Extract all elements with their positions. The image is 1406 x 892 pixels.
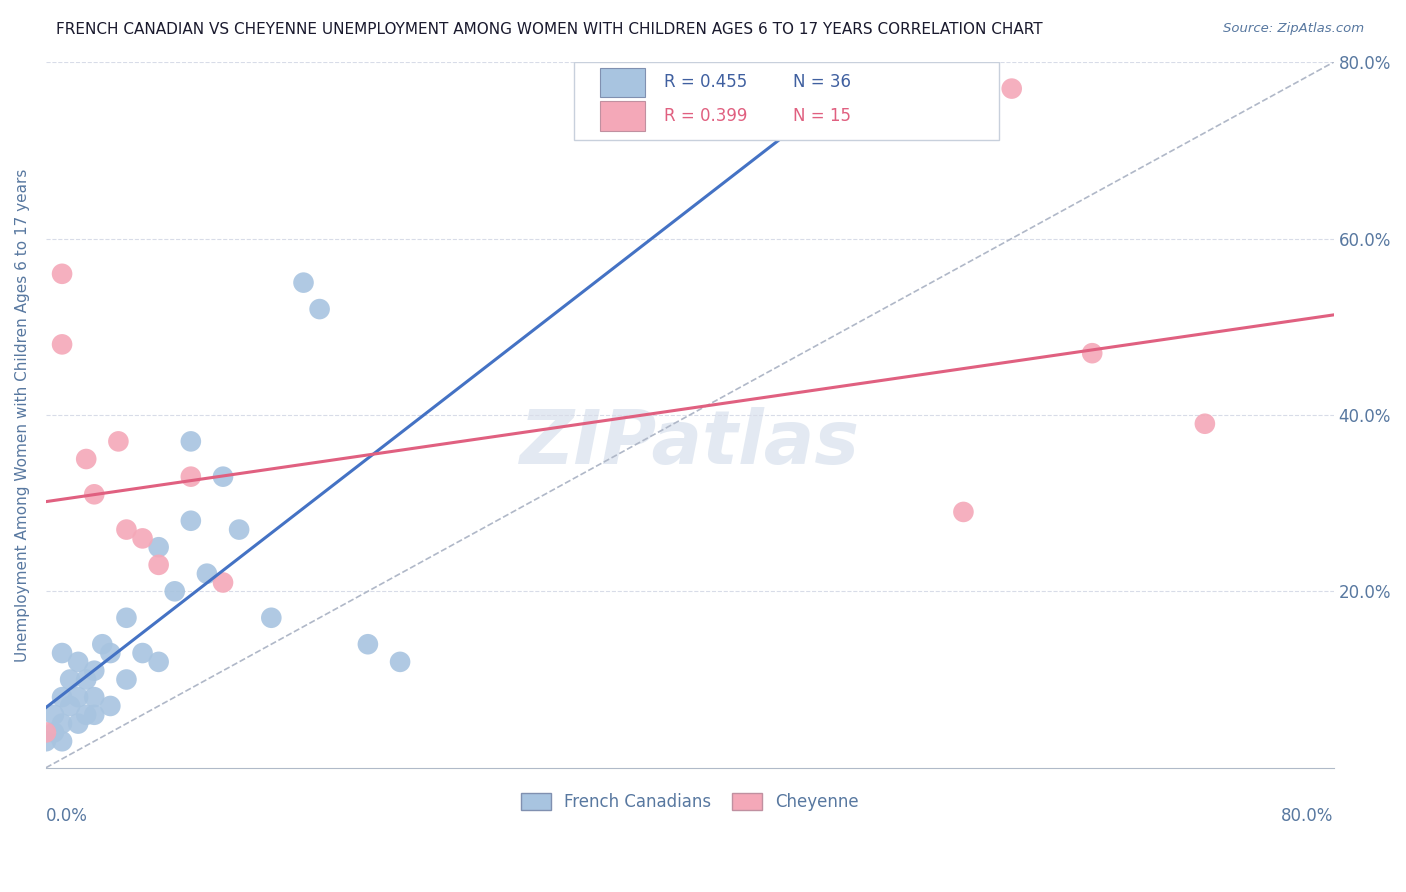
Point [51, 337, 73, 351]
Point [51, 690, 73, 705]
Point [148, 540, 170, 554]
Point [83, 664, 105, 678]
Point [59, 673, 82, 687]
Point [952, 505, 974, 519]
Point [67, 690, 90, 705]
Text: N = 36: N = 36 [793, 73, 851, 91]
Point [75, 707, 97, 722]
Legend: French Canadians, Cheyenne: French Canadians, Cheyenne [513, 784, 868, 820]
Point [148, 655, 170, 669]
Text: ZIPatlas: ZIPatlas [520, 407, 860, 480]
Point [115, 611, 138, 625]
Point [35, 734, 58, 748]
Point [180, 514, 202, 528]
Point [148, 558, 170, 572]
Point [389, 655, 412, 669]
Point [292, 276, 315, 290]
Point [131, 646, 153, 660]
Point [1194, 417, 1216, 431]
FancyBboxPatch shape [600, 68, 645, 97]
Text: 0.0%: 0.0% [46, 806, 87, 824]
Point [35, 725, 58, 739]
Point [98, 646, 121, 660]
Point [59, 698, 82, 713]
Text: R = 0.455: R = 0.455 [664, 73, 748, 91]
Point [42, 707, 65, 722]
Point [91, 637, 114, 651]
Point [51, 267, 73, 281]
Point [1001, 81, 1024, 95]
Point [98, 698, 121, 713]
Point [308, 302, 330, 317]
Point [75, 452, 97, 467]
Point [180, 469, 202, 483]
Point [163, 584, 186, 599]
Point [115, 523, 138, 537]
Point [228, 523, 250, 537]
Point [83, 487, 105, 501]
Point [51, 716, 73, 731]
Point [212, 575, 235, 590]
Point [357, 637, 380, 651]
Point [260, 611, 283, 625]
FancyBboxPatch shape [574, 62, 998, 140]
Point [115, 673, 138, 687]
Text: R = 0.399: R = 0.399 [664, 107, 748, 125]
Point [1081, 346, 1104, 360]
Point [131, 532, 153, 546]
Point [75, 673, 97, 687]
Text: FRENCH CANADIAN VS CHEYENNE UNEMPLOYMENT AMONG WOMEN WITH CHILDREN AGES 6 TO 17 : FRENCH CANADIAN VS CHEYENNE UNEMPLOYMENT… [56, 22, 1043, 37]
Point [42, 725, 65, 739]
Y-axis label: Unemployment Among Women with Children Ages 6 to 17 years: Unemployment Among Women with Children A… [15, 169, 30, 662]
Point [212, 469, 235, 483]
Point [67, 716, 90, 731]
Point [180, 434, 202, 449]
Text: 80.0%: 80.0% [1281, 806, 1334, 824]
Point [195, 566, 218, 581]
Point [83, 707, 105, 722]
Point [51, 646, 73, 660]
Point [107, 434, 129, 449]
Point [83, 690, 105, 705]
Point [67, 655, 90, 669]
Text: N = 15: N = 15 [793, 107, 851, 125]
Text: Source: ZipAtlas.com: Source: ZipAtlas.com [1223, 22, 1364, 36]
Point [51, 734, 73, 748]
FancyBboxPatch shape [600, 101, 645, 130]
